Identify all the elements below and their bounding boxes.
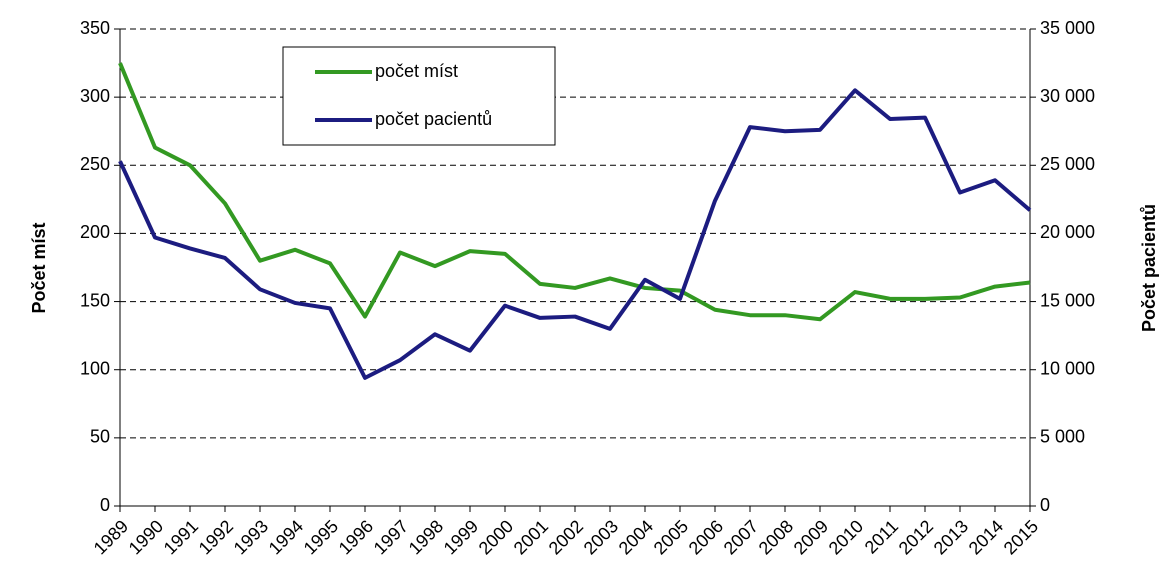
y-tick-label: 0 — [100, 495, 110, 515]
x-tick-label: 1995 — [300, 516, 342, 558]
x-tick-label: 2011 — [861, 516, 903, 558]
y-tick-label: 100 — [80, 358, 110, 378]
x-tick-label: 1998 — [405, 516, 447, 558]
x-tick-label: 1996 — [335, 516, 377, 558]
x-tick-label: 2013 — [930, 516, 972, 558]
y2-tick-label: 5 000 — [1040, 427, 1085, 447]
x-tick-label: 2001 — [510, 516, 552, 558]
x-tick-label: 2008 — [755, 516, 797, 558]
y-tick-label: 150 — [80, 290, 110, 310]
y2-axis-label: Počet pacientů — [1139, 204, 1159, 332]
y2-tick-label: 10 000 — [1040, 358, 1095, 378]
y-tick-label: 350 — [80, 18, 110, 38]
y2-tick-label: 30 000 — [1040, 86, 1095, 106]
y-tick-label: 300 — [80, 86, 110, 106]
x-tick-label: 2007 — [720, 516, 762, 558]
y-tick-label: 200 — [80, 222, 110, 242]
x-tick-label: 2004 — [615, 516, 657, 558]
y2-tick-label: 20 000 — [1040, 222, 1095, 242]
y-axis-label: Počet míst — [29, 222, 49, 313]
x-tick-label: 1994 — [265, 516, 307, 558]
legend-box — [282, 46, 556, 146]
x-tick-label: 2012 — [895, 516, 937, 558]
series-line — [118, 62, 1031, 322]
x-tick-label: 1993 — [230, 516, 272, 558]
y2-tick-label: 15 000 — [1040, 290, 1095, 310]
series-line — [118, 88, 1032, 380]
x-tick-label: 2009 — [790, 516, 832, 558]
y2-tick-label: 25 000 — [1040, 154, 1095, 174]
x-tick-label: 1990 — [125, 516, 167, 558]
x-tick-label: 1992 — [195, 516, 237, 558]
x-tick-label: 2003 — [580, 516, 622, 558]
y2-tick-label: 0 — [1040, 495, 1050, 515]
legend-label: počet pacientů — [375, 109, 492, 129]
x-tick-label: 2005 — [650, 516, 692, 558]
x-tick-label: 1989 — [90, 516, 132, 558]
legend-label: počet míst — [375, 61, 458, 81]
y-tick-label: 50 — [90, 427, 110, 447]
x-tick-label: 2006 — [685, 516, 727, 558]
x-tick-label: 2014 — [965, 516, 1007, 558]
x-tick-label: 2002 — [545, 516, 587, 558]
y2-tick-label: 35 000 — [1040, 18, 1095, 38]
y-tick-label: 250 — [80, 154, 110, 174]
x-tick-label: 1997 — [370, 516, 412, 558]
x-tick-label: 1991 — [160, 516, 202, 558]
x-tick-label: 2015 — [1000, 516, 1042, 558]
x-tick-label: 2000 — [475, 516, 517, 558]
x-tick-label: 1999 — [440, 516, 482, 558]
x-tick-label: 2010 — [825, 516, 867, 558]
